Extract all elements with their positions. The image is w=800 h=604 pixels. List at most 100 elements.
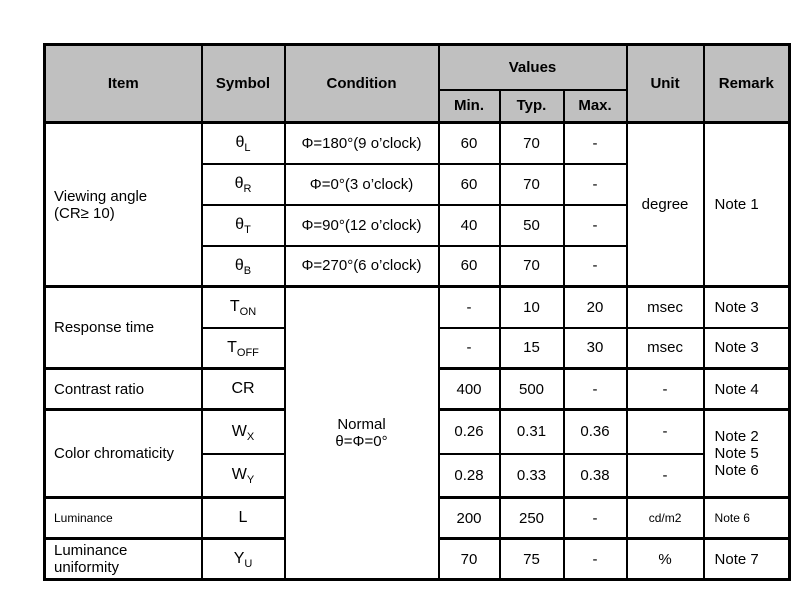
remark-color-chromaticity: Note 2 Note 5 Note 6 <box>702 408 791 499</box>
cell-condition: Φ=0°(3 o’clock) <box>283 162 440 206</box>
cell-min: 60 <box>437 162 501 206</box>
cell-symbol: θB <box>200 244 286 288</box>
cell-symbol: L <box>200 496 286 540</box>
cell-min: 0.26 <box>437 408 501 455</box>
cell-typ: 250 <box>498 496 565 540</box>
cell-max: 20 <box>562 285 628 329</box>
symbol-base: θ <box>234 256 244 274</box>
cell-condition: Φ=270°(6 o’clock) <box>283 244 440 288</box>
symbol-base: T <box>227 338 237 356</box>
item-viewing-angle: Viewing angle (CR≥ 10) <box>43 121 203 288</box>
header-min: Min. <box>437 88 501 124</box>
table-row-contrast-ratio: Contrast ratio CR 400 500 - - Note 4 <box>43 367 791 411</box>
cell-min: - <box>437 326 501 370</box>
cell-max: - <box>562 203 628 247</box>
item-luminance: Luminance <box>43 496 203 540</box>
header-item: Item <box>43 43 203 124</box>
symbol-sub: T <box>244 224 251 237</box>
cell-typ: 70 <box>498 121 565 165</box>
symbol-base: W <box>231 466 247 484</box>
cell-remark: Note 7 <box>702 537 791 581</box>
unit-viewing-angle: degree <box>625 121 705 288</box>
header-symbol: Symbol <box>200 43 286 124</box>
cell-min: 60 <box>437 244 501 288</box>
cell-unit: % <box>625 537 705 581</box>
cell-symbol: θT <box>200 203 286 247</box>
cell-remark: Note 4 <box>702 367 791 411</box>
cell-symbol: CR <box>200 367 286 411</box>
item-response-time: Response time <box>43 285 203 370</box>
cell-remark: Note 3 <box>702 326 791 370</box>
symbol-sub: X <box>246 430 255 443</box>
table-row-theta-l: Viewing angle (CR≥ 10) θL Φ=180°(9 o’clo… <box>43 121 791 288</box>
cell-unit: - <box>625 408 705 455</box>
cell-typ: 10 <box>498 285 565 329</box>
item-color-chromaticity: Color chromaticity <box>43 408 203 499</box>
condition-normal: Normal θ=Φ=0° <box>283 285 440 581</box>
header-max: Max. <box>562 88 628 124</box>
symbol-base: W <box>231 422 247 440</box>
header-row-2: Min. Typ. Max. <box>45 88 790 124</box>
cell-remark: Note 3 <box>702 285 791 329</box>
table-row-luminance: Luminance L 200 250 - cd/m2 Note 6 <box>43 496 791 540</box>
cell-max: 0.36 <box>562 408 628 455</box>
header-remark: Remark <box>702 43 791 124</box>
table-row-t-on: Response time TON Normal θ=Φ=0° - 10 20 … <box>43 285 791 581</box>
cell-max: 30 <box>562 326 628 370</box>
remark-viewing-angle: Note 1 <box>702 121 791 288</box>
symbol-sub: R <box>243 183 252 196</box>
symbol-sub: L <box>244 142 251 155</box>
cell-typ: 50 <box>498 203 565 247</box>
item-luminance-uniformity: Luminance uniformity <box>43 537 203 581</box>
cell-symbol: θL <box>200 121 286 165</box>
header-condition: Condition <box>283 43 440 124</box>
symbol-base: θ <box>234 175 244 192</box>
symbol-base: L <box>238 509 248 526</box>
cell-max: - <box>562 121 628 165</box>
symbol-base: CR <box>231 380 255 397</box>
spec-table: Item Symbol Condition Values Unit Remark… <box>43 43 792 581</box>
cell-condition: Φ=90°(12 o’clock) <box>283 203 440 247</box>
cell-unit: cd/m2 <box>625 496 705 540</box>
table-row-wy: WY 0.28 0.33 0.38 - <box>45 452 790 499</box>
cell-symbol: WX <box>200 408 286 455</box>
symbol-base: T <box>229 298 240 316</box>
cell-min: - <box>437 285 501 329</box>
symbol-sub: Y <box>246 474 255 487</box>
cell-symbol: θR <box>200 162 286 206</box>
cell-unit: msec <box>625 326 705 370</box>
header-values: Values <box>437 43 628 91</box>
cell-typ: 15 <box>498 326 565 370</box>
cell-typ: 0.33 <box>498 452 565 499</box>
symbol-sub: B <box>243 264 252 277</box>
item-contrast-ratio: Contrast ratio <box>43 367 203 411</box>
cell-typ: 0.31 <box>498 408 565 455</box>
cell-min: 0.28 <box>437 452 501 499</box>
table-row-wx: Color chromaticity WX 0.26 0.31 0.36 - N… <box>43 408 791 499</box>
cell-max: - <box>562 162 628 206</box>
cell-max: - <box>562 496 628 540</box>
cell-min: 40 <box>437 203 501 247</box>
cell-min: 400 <box>437 367 501 411</box>
cell-max: - <box>562 367 628 411</box>
cell-symbol: YU <box>200 537 286 581</box>
cell-min: 70 <box>437 537 501 581</box>
table-row-theta-t: θT Φ=90°(12 o’clock) 40 50 - <box>45 203 790 247</box>
cell-max: - <box>562 537 628 581</box>
header-row-1: Item Symbol Condition Values Unit Remark <box>43 43 791 124</box>
cell-typ: 75 <box>498 537 565 581</box>
table-row-theta-b: θB Φ=270°(6 o’clock) 60 70 - <box>45 244 790 288</box>
cell-typ: 70 <box>498 244 565 288</box>
table-row-t-off: TOFF - 15 30 msec Note 3 <box>45 326 791 370</box>
cell-symbol: TOFF <box>200 326 286 370</box>
symbol-base: Y <box>233 550 245 567</box>
cell-max: 0.38 <box>562 452 628 499</box>
cell-typ: 500 <box>498 367 565 411</box>
symbol-sub: ON <box>239 306 257 319</box>
cell-unit: msec <box>625 285 705 329</box>
cell-unit: - <box>625 367 705 411</box>
header-typ: Typ. <box>498 88 565 124</box>
table-row-luminance-uniformity: Luminance uniformity YU 70 75 - % Note 7 <box>43 537 791 581</box>
cell-remark: Note 6 <box>702 496 791 540</box>
